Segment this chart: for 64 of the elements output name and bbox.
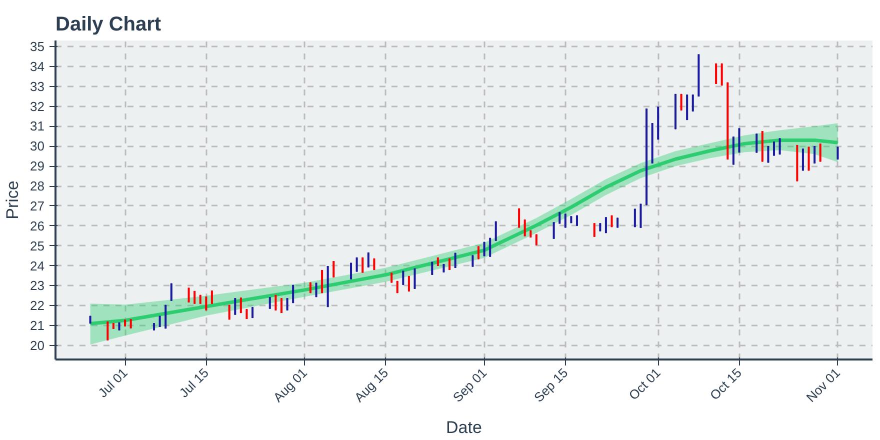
y-tick-label: 25 [30, 238, 45, 254]
y-tick-label: 30 [30, 138, 45, 154]
candlestick [715, 62, 718, 84]
x-tick-label: Oct 01 [626, 365, 664, 403]
chart-title: Daily Chart [56, 14, 162, 36]
candlestick [402, 270, 404, 286]
x-axis-title: Date [446, 418, 482, 438]
x-tick-label: Jul 15 [176, 365, 212, 400]
x-tick-label: Sep 01 [450, 365, 490, 405]
y-tick-label: 23 [30, 278, 45, 294]
x-tick-label: Nov 01 [803, 365, 844, 405]
y-tick-label: 21 [30, 318, 45, 334]
x-tick-label: Oct 15 [706, 365, 745, 403]
y-tick-label: 29 [30, 158, 45, 174]
candlestick [170, 282, 172, 302]
candlestick [268, 296, 271, 310]
candlestick [552, 222, 555, 240]
y-tick-label: 27 [30, 198, 45, 214]
candlestick [454, 252, 456, 268]
candlestick [332, 260, 335, 278]
candlestick [194, 290, 196, 304]
candlestick [205, 296, 208, 311]
candlestick [802, 148, 804, 172]
candlestick [286, 298, 288, 311]
y-tick-label: 34 [30, 58, 45, 74]
line-series [88, 138, 840, 326]
x-tick-label: Sep 15 [530, 365, 571, 405]
candlestick [356, 256, 358, 272]
candlestick [106, 320, 109, 341]
candlestick [489, 237, 492, 258]
x-tick-label: Aug 01 [270, 365, 310, 405]
candlestick [188, 287, 190, 303]
candlestick [819, 143, 822, 162]
candlestick [524, 219, 526, 237]
y-tick-label: 20 [30, 338, 45, 354]
candlestick [756, 133, 758, 154]
candlestick [367, 252, 370, 268]
candlestick [680, 93, 682, 111]
x-tick-label: Aug 15 [351, 365, 392, 405]
candlestick [692, 94, 694, 112]
y-tick-label: 26 [30, 218, 45, 234]
candlestick [130, 318, 132, 329]
candlestick [494, 220, 497, 242]
y-tick-label: 32 [30, 98, 45, 114]
y-tick-label: 22 [30, 298, 45, 314]
y-tick-label: 33 [30, 78, 45, 94]
candlestick [593, 222, 596, 238]
candlestick [280, 298, 282, 314]
y-tick-label: 28 [30, 178, 45, 194]
x-tick-label: Jul 01 [95, 365, 130, 400]
candlestick [414, 268, 416, 290]
candlestick [362, 256, 364, 274]
candlestick [472, 254, 474, 268]
candlestick [274, 294, 277, 311]
candlestick [778, 138, 781, 156]
candlestick [315, 282, 318, 298]
candlestick [431, 261, 434, 276]
y-tick-label: 35 [30, 38, 45, 54]
y-tick-label: 24 [30, 258, 45, 274]
candlestick [234, 298, 236, 316]
candlestick [210, 290, 213, 304]
y-tick-label: 31 [30, 118, 45, 134]
y-axis-title: Price [3, 180, 22, 220]
candlestick [604, 216, 607, 234]
